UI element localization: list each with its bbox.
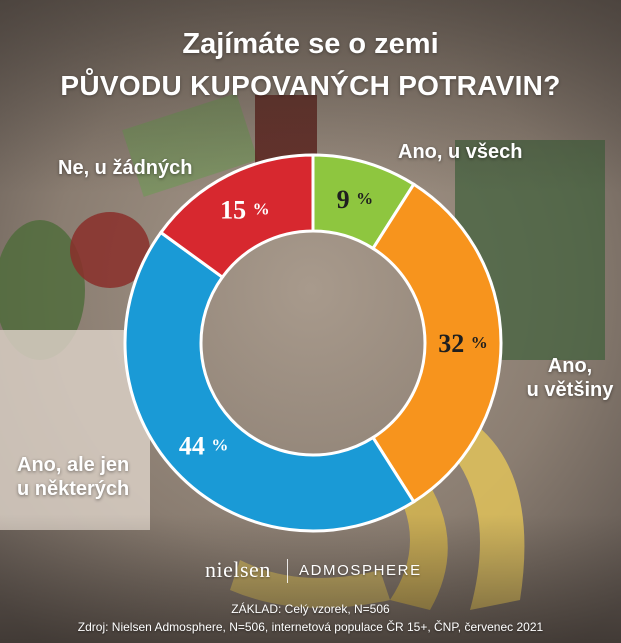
legend-label-most: Ano, u většiny <box>520 354 620 402</box>
slice-ano-u-vetsiny <box>370 182 503 504</box>
data-label-ano-u-vetsiny: 32 % <box>438 329 488 358</box>
data-label-ano-u-vsech: 9 % <box>337 185 374 214</box>
legend-label-some-text: Ano, ale jen u některých <box>17 454 130 500</box>
legend-label-none: Ne, u žádných <box>58 157 193 179</box>
chart-title-line1: Zajímáte se o zemi <box>182 28 439 60</box>
footer-base: ZÁKLAD: Celý vzorek, N=506 <box>231 602 390 616</box>
data-label-ne-u-zadnych: 15 % <box>220 195 270 224</box>
legend-label-all: Ano, u všech <box>398 141 523 163</box>
brand-divider <box>287 559 288 583</box>
footer-source: Zdroj: Nielsen Admosphere, N=506, intern… <box>77 620 544 634</box>
admosphere-logo: ADMOSPHERE <box>299 562 422 579</box>
nielsen-logo: nielsen <box>205 557 271 582</box>
chart-title-line2: PŮVODU KUPOVANÝCH POTRAVIN? <box>60 70 561 101</box>
data-label-ano-ale-jen-u-nekterych: 44 % <box>179 432 229 461</box>
slice-ne-u-zadnych <box>158 153 315 280</box>
legend-label-some: Ano, ale jen u některých <box>17 453 177 501</box>
legend-label-most-text: Ano, u většiny <box>526 355 614 401</box>
slice-ano-ale-jen-u-nekterych <box>123 230 416 533</box>
